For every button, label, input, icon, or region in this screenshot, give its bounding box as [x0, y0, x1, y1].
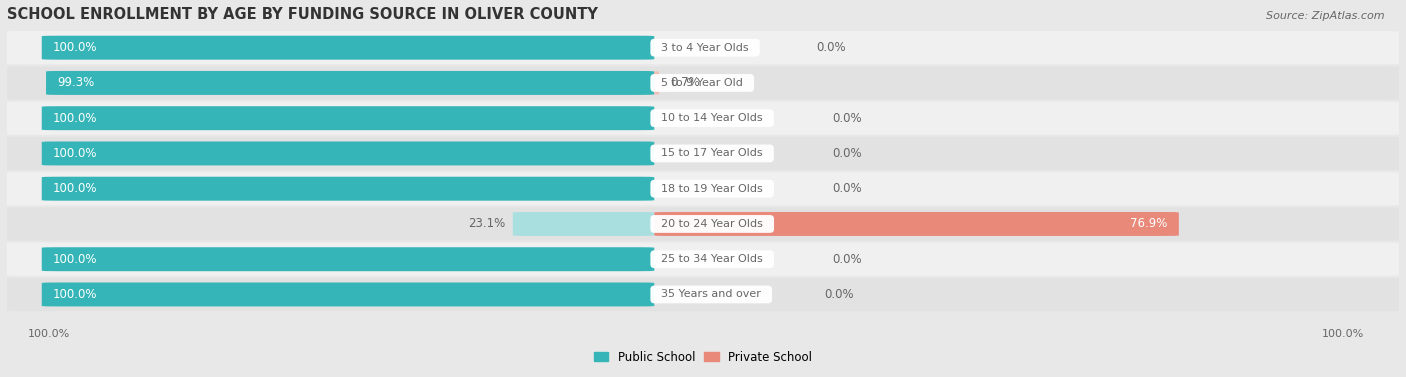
Text: 3 to 4 Year Olds: 3 to 4 Year Olds [654, 43, 756, 53]
FancyBboxPatch shape [42, 247, 654, 271]
FancyBboxPatch shape [513, 212, 654, 236]
FancyBboxPatch shape [0, 278, 1403, 311]
Text: 0.0%: 0.0% [832, 182, 862, 195]
FancyBboxPatch shape [42, 36, 654, 60]
FancyBboxPatch shape [42, 282, 654, 307]
FancyBboxPatch shape [643, 71, 671, 95]
FancyBboxPatch shape [0, 102, 1403, 135]
Text: 18 to 19 Year Olds: 18 to 19 Year Olds [654, 184, 770, 194]
FancyBboxPatch shape [42, 177, 654, 201]
Text: SCHOOL ENROLLMENT BY AGE BY FUNDING SOURCE IN OLIVER COUNTY: SCHOOL ENROLLMENT BY AGE BY FUNDING SOUR… [7, 7, 598, 22]
Text: 23.1%: 23.1% [468, 218, 506, 230]
Text: 0.0%: 0.0% [815, 41, 845, 54]
Text: Source: ZipAtlas.com: Source: ZipAtlas.com [1267, 11, 1385, 21]
Text: 10 to 14 Year Olds: 10 to 14 Year Olds [654, 113, 770, 123]
FancyBboxPatch shape [0, 172, 1403, 205]
Text: 100.0%: 100.0% [1322, 329, 1364, 339]
Text: 99.3%: 99.3% [58, 77, 94, 89]
FancyBboxPatch shape [0, 66, 1403, 100]
Text: 20 to 24 Year Olds: 20 to 24 Year Olds [654, 219, 770, 229]
FancyBboxPatch shape [654, 212, 1178, 236]
Text: 100.0%: 100.0% [53, 112, 97, 125]
Text: 15 to 17 Year Olds: 15 to 17 Year Olds [654, 149, 770, 158]
Text: 100.0%: 100.0% [53, 253, 97, 266]
FancyBboxPatch shape [0, 137, 1403, 170]
Text: 0.0%: 0.0% [832, 112, 862, 125]
Text: 0.0%: 0.0% [824, 288, 853, 301]
FancyBboxPatch shape [0, 207, 1403, 241]
Text: 100.0%: 100.0% [28, 329, 70, 339]
Legend: Public School, Private School: Public School, Private School [589, 346, 817, 368]
Text: 5 to 9 Year Old: 5 to 9 Year Old [654, 78, 751, 88]
FancyBboxPatch shape [46, 71, 654, 95]
Text: 0.7%: 0.7% [671, 77, 700, 89]
Text: 0.0%: 0.0% [832, 253, 862, 266]
Text: 100.0%: 100.0% [53, 41, 97, 54]
Text: 100.0%: 100.0% [53, 147, 97, 160]
Text: 35 Years and over: 35 Years and over [654, 290, 768, 299]
FancyBboxPatch shape [0, 31, 1403, 64]
FancyBboxPatch shape [42, 141, 654, 166]
Text: 0.0%: 0.0% [832, 147, 862, 160]
Text: 25 to 34 Year Olds: 25 to 34 Year Olds [654, 254, 770, 264]
Text: 100.0%: 100.0% [53, 182, 97, 195]
Text: 100.0%: 100.0% [53, 288, 97, 301]
Text: 76.9%: 76.9% [1130, 218, 1168, 230]
FancyBboxPatch shape [0, 243, 1403, 276]
FancyBboxPatch shape [42, 106, 654, 130]
